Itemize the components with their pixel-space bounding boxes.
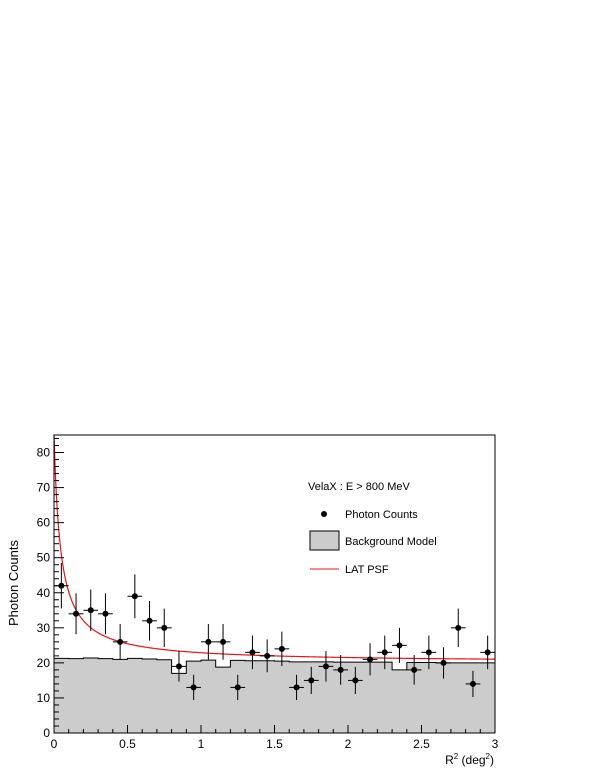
data-point-photon-counts: [362, 643, 378, 676]
x-tick-label: 0: [51, 737, 58, 751]
photon-count-marker: [190, 684, 197, 691]
photon-count-marker: [73, 610, 80, 617]
chart-title: VelaX : E > 800 MeV: [308, 481, 410, 493]
data-point-photon-counts: [421, 635, 437, 670]
legend-label-background-model: Background Model: [345, 536, 437, 548]
data-point-photon-counts: [215, 623, 231, 660]
y-tick-label: 70: [37, 481, 51, 495]
y-tick-label: 60: [37, 516, 51, 530]
data-point-photon-counts: [377, 635, 393, 670]
photon-count-marker: [58, 582, 65, 589]
data-point-photon-counts: [406, 655, 422, 685]
photon-count-marker: [484, 649, 491, 656]
legend: VelaX : E > 800 MeV Photon Counts Backgr…: [308, 481, 437, 576]
y-axis-label: Photon Counts: [6, 540, 21, 627]
photon-count-marker: [352, 677, 359, 684]
background-model-histogram: [53, 657, 496, 734]
y-tick-label: 80: [37, 446, 51, 460]
x-axis-label: R2 (deg2): [445, 752, 494, 767]
data-point-photon-counts: [289, 674, 304, 701]
photon-count-marker: [161, 624, 168, 631]
x-tick-label: 1: [198, 737, 205, 751]
data-point-photon-counts: [245, 635, 260, 670]
data-point-photon-counts: [68, 593, 84, 635]
photon-count-marker: [264, 652, 271, 659]
plot-area: [53, 434, 496, 734]
y-tick-label: 10: [37, 691, 51, 705]
photon-count-marker: [205, 638, 212, 645]
photon-count-marker: [469, 680, 476, 687]
legend-swatch-background-model: [309, 530, 340, 551]
legend-label-photon-counts: Photon Counts: [345, 509, 418, 521]
data-point-photon-counts: [333, 655, 348, 685]
photon-count-marker: [322, 663, 329, 670]
legend-marker-photon-counts: [321, 511, 327, 517]
photon-count-marker: [249, 649, 256, 656]
photon-count-marker: [308, 677, 315, 684]
data-point-photon-counts: [259, 639, 275, 673]
y-tick-label: 40: [37, 586, 51, 600]
photon-count-marker: [87, 607, 94, 614]
data-point-photon-counts: [98, 593, 113, 635]
data-point-photon-counts: [436, 647, 451, 679]
data-point-photon-counts: [450, 608, 466, 648]
x-tick-label: 0.5: [119, 737, 136, 751]
data-point-photon-counts: [303, 666, 319, 694]
photon-count-marker: [337, 666, 344, 673]
y-tick-label: 0: [43, 726, 50, 740]
photon-count-marker: [367, 656, 374, 663]
x-tick-label: 2: [345, 737, 352, 751]
data-point-photon-counts: [318, 651, 334, 682]
photon-count-marker: [455, 624, 462, 631]
data-point-photon-counts: [480, 635, 495, 670]
photon-count-marker: [102, 610, 109, 617]
photon-count-marker: [117, 638, 124, 645]
data-point-photon-counts: [274, 631, 290, 667]
data-point-photon-counts: [142, 600, 157, 641]
photon-count-marker: [411, 666, 418, 673]
data-point-photon-counts: [348, 666, 363, 694]
data-point-photon-counts: [127, 574, 143, 619]
data-point-photon-counts: [112, 623, 128, 660]
photon-count-marker: [293, 684, 300, 691]
photon-count-marker: [131, 593, 138, 600]
photon-count-marker: [146, 617, 153, 624]
x-tick-label: 2.5: [413, 737, 430, 751]
data-point-photon-counts: [230, 674, 246, 701]
photon-count-marker: [175, 663, 182, 670]
legend-label-lat-psf: LAT PSF: [345, 564, 389, 576]
data-point-photon-counts: [156, 608, 172, 648]
y-tick-label: 50: [37, 551, 51, 565]
y-tick-label: 20: [37, 656, 51, 670]
data-point-photon-counts: [465, 670, 481, 698]
photon-count-marker: [440, 659, 447, 666]
photon-count-marker: [220, 638, 227, 645]
photon-count-marker: [381, 649, 388, 656]
x-tick-label: 3: [492, 737, 499, 751]
photon-count-marker: [278, 645, 285, 652]
data-point-photon-counts: [83, 589, 99, 632]
photon-count-marker: [425, 649, 432, 656]
photon-count-marker: [396, 642, 403, 649]
photon-count-marker: [234, 684, 241, 691]
data-point-photon-counts: [201, 623, 216, 660]
y-tick-label: 30: [37, 621, 51, 635]
data-point-photon-counts: [171, 651, 187, 682]
x-tick-label: 1.5: [266, 737, 283, 751]
data-point-photon-counts: [186, 674, 201, 701]
data-point-photon-counts: [392, 627, 407, 663]
